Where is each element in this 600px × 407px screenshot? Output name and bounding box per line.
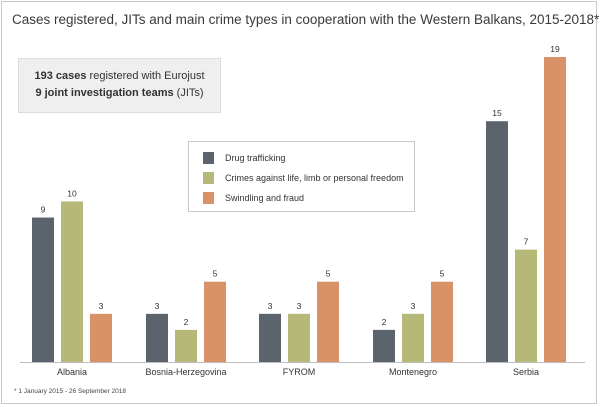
bar-value-label: 3	[297, 301, 302, 311]
legend-label: Swindling and fraud	[225, 193, 305, 203]
legend-label: Drug trafficking	[225, 153, 286, 163]
bar-montenegro-series-1	[402, 313, 424, 362]
legend-label: Crimes against life, limb or personal fr…	[225, 173, 404, 183]
bar-value-label: 9	[41, 205, 46, 215]
bar-value-label: 15	[492, 108, 502, 118]
category-label: FYROM	[283, 367, 316, 377]
bar-value-label: 5	[440, 269, 445, 279]
bar-value-label: 10	[67, 188, 77, 198]
bar-albania-series-1	[61, 201, 83, 362]
summary-cases-bold: 193 cases	[34, 70, 87, 82]
footnote: * 1 January 2015 - 26 September 2018	[14, 388, 127, 395]
bar-value-label: 3	[99, 301, 104, 311]
bar-value-label: 3	[268, 301, 273, 311]
bar-value-label: 3	[411, 301, 416, 311]
category-label: Montenegro	[389, 367, 437, 377]
bar-value-label: 5	[326, 269, 331, 279]
bar-fyrom-series-0	[259, 313, 281, 362]
bar-value-label: 3	[155, 301, 160, 311]
bar-serbia-series-0	[486, 121, 508, 362]
chart-title: Cases registered, JITs and main crime ty…	[12, 12, 600, 27]
summary-jits-bold: 9 joint investigation teams	[35, 87, 174, 99]
bar-value-label: 5	[213, 269, 218, 279]
category-label: Bosnia-Herzegovina	[145, 367, 226, 377]
chart-legend: Drug trafficking Crimes against life, lim…	[188, 141, 415, 212]
bar-value-label: 2	[184, 317, 189, 327]
category-label: Serbia	[513, 367, 539, 377]
legend-swatch	[203, 152, 214, 164]
bar-albania-series-2	[90, 313, 112, 362]
summary-jits-rest: (JITs)	[173, 87, 204, 99]
bar-value-label: 7	[524, 237, 529, 247]
bar-serbia-series-2	[544, 57, 566, 362]
bar-fyrom-series-2	[317, 281, 339, 362]
bar-value-label: 19	[550, 44, 560, 54]
bar-bosnia-herzegovina-series-2	[204, 281, 226, 362]
bar-albania-series-0	[32, 217, 54, 362]
summary-box: 193 cases registered with Eurojust 9 joi…	[18, 58, 221, 113]
summary-cases-line: 193 cases registered with Eurojust	[19, 68, 220, 85]
bar-bosnia-herzegovina-series-0	[146, 313, 168, 362]
bar-bosnia-herzegovina-series-1	[175, 329, 197, 362]
bar-montenegro-series-2	[431, 281, 453, 362]
bar-serbia-series-1	[515, 249, 537, 362]
summary-jits-line: 9 joint investigation teams (JITs)	[19, 85, 220, 102]
bar-value-label: 2	[382, 317, 387, 327]
summary-cases-rest: registered with Eurojust	[86, 70, 205, 82]
legend-swatch	[203, 192, 214, 204]
bar-montenegro-series-0	[373, 329, 395, 362]
legend-swatch	[203, 172, 214, 184]
bar-fyrom-series-1	[288, 313, 310, 362]
category-label: Albania	[57, 367, 87, 377]
